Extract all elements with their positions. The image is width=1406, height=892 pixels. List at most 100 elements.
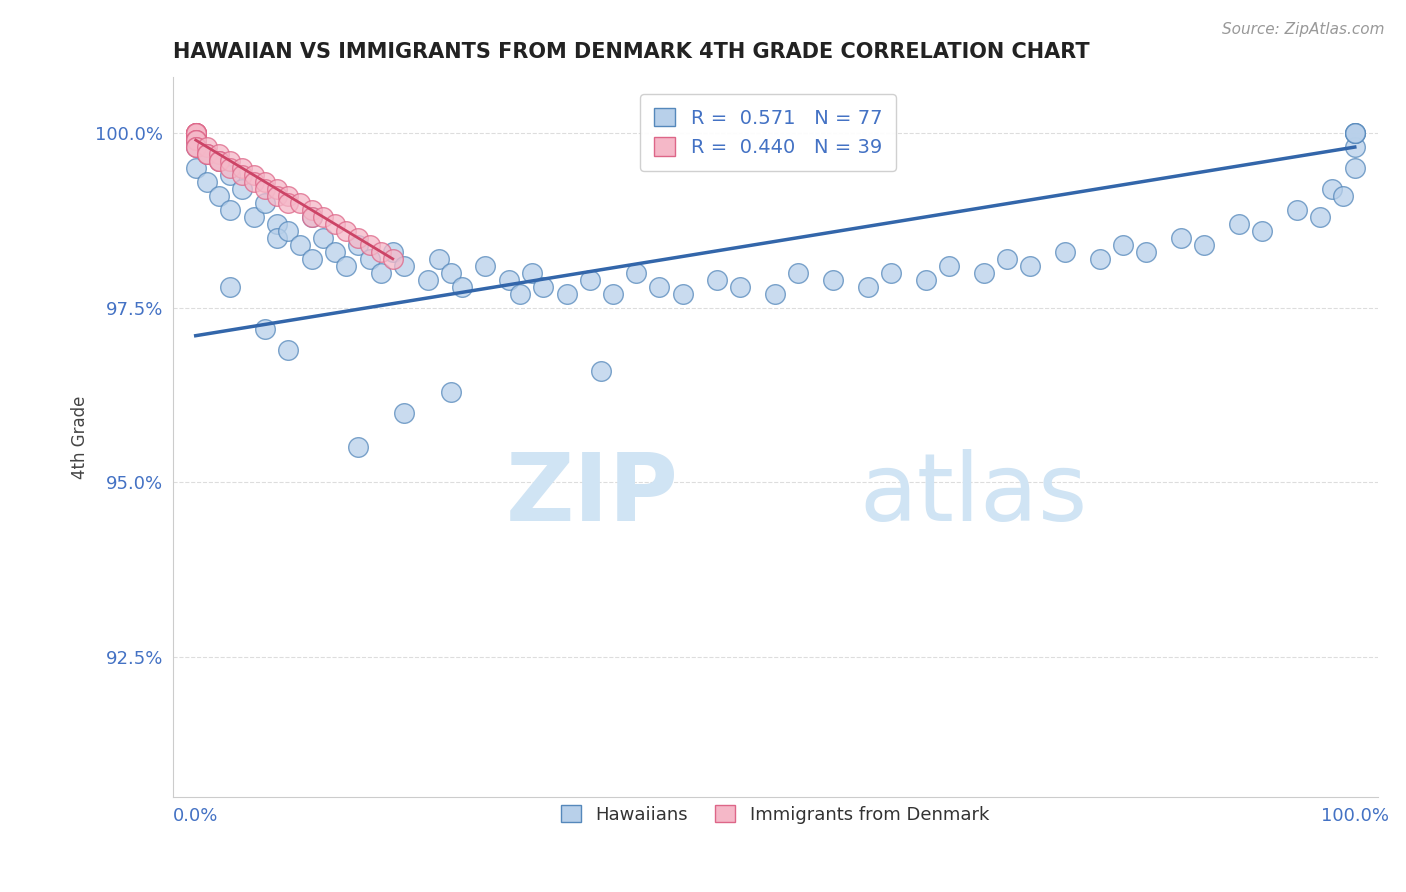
Point: [1344, 126, 1367, 140]
Point: [288, 196, 311, 211]
Point: [254, 182, 277, 196]
Point: [555, 286, 578, 301]
Point: [184, 140, 207, 154]
Point: [1112, 238, 1135, 252]
Point: [1227, 217, 1250, 231]
Point: [880, 266, 903, 280]
Point: [208, 154, 231, 169]
Point: [208, 147, 231, 161]
Point: [184, 140, 207, 154]
Point: [730, 280, 752, 294]
Point: [242, 175, 264, 189]
Point: [254, 196, 277, 211]
Point: [394, 259, 416, 273]
Legend: Hawaiians, Immigrants from Denmark: Hawaiians, Immigrants from Denmark: [551, 794, 1000, 835]
Point: [184, 126, 207, 140]
Point: [520, 266, 543, 280]
Point: [1320, 182, 1343, 196]
Point: [219, 280, 242, 294]
Point: [474, 259, 496, 273]
Point: [184, 126, 207, 140]
Point: [973, 266, 995, 280]
Point: [763, 286, 786, 301]
Point: [1170, 231, 1192, 245]
Point: [184, 133, 207, 147]
Point: [323, 244, 346, 259]
Text: Source: ZipAtlas.com: Source: ZipAtlas.com: [1222, 22, 1385, 37]
Point: [1088, 252, 1111, 266]
Point: [184, 126, 207, 140]
Point: [266, 231, 288, 245]
Point: [624, 266, 647, 280]
Point: [277, 189, 299, 203]
Point: [671, 286, 693, 301]
Point: [219, 154, 242, 169]
Point: [184, 133, 207, 147]
Point: [394, 405, 416, 419]
Point: [602, 286, 624, 301]
Point: [242, 168, 264, 182]
Point: [706, 273, 728, 287]
Point: [1309, 210, 1331, 224]
Point: [242, 210, 264, 224]
Text: atlas: atlas: [859, 449, 1088, 541]
Point: [1053, 244, 1076, 259]
Point: [370, 266, 392, 280]
Point: [440, 384, 463, 399]
Point: [231, 168, 253, 182]
Point: [208, 154, 231, 169]
Point: [1344, 140, 1367, 154]
Point: [312, 231, 335, 245]
Point: [231, 161, 253, 175]
Point: [219, 168, 242, 182]
Point: [219, 202, 242, 217]
Point: [1019, 259, 1042, 273]
Point: [266, 217, 288, 231]
Point: [335, 259, 357, 273]
Point: [301, 210, 323, 224]
Point: [648, 280, 671, 294]
Point: [533, 280, 555, 294]
Point: [498, 273, 520, 287]
Text: ZIP: ZIP: [506, 449, 679, 541]
Point: [184, 133, 207, 147]
Point: [1192, 238, 1215, 252]
Point: [427, 252, 450, 266]
Point: [277, 343, 299, 357]
Point: [184, 126, 207, 140]
Point: [288, 238, 311, 252]
Point: [856, 280, 879, 294]
Point: [184, 161, 207, 175]
Point: [381, 252, 404, 266]
Point: [370, 244, 392, 259]
Point: [184, 133, 207, 147]
Point: [254, 322, 277, 336]
Point: [301, 252, 323, 266]
Point: [591, 363, 613, 377]
Point: [1344, 126, 1367, 140]
Point: [277, 196, 299, 211]
Point: [995, 252, 1018, 266]
Point: [335, 224, 357, 238]
Point: [347, 441, 370, 455]
Point: [219, 161, 242, 175]
Point: [915, 273, 938, 287]
Point: [208, 189, 231, 203]
Point: [1344, 161, 1367, 175]
Point: [347, 238, 370, 252]
Point: [195, 147, 218, 161]
Point: [1285, 202, 1308, 217]
Point: [184, 126, 207, 140]
Point: [1135, 244, 1157, 259]
Point: [1251, 224, 1274, 238]
Text: HAWAIIAN VS IMMIGRANTS FROM DENMARK 4TH GRADE CORRELATION CHART: HAWAIIAN VS IMMIGRANTS FROM DENMARK 4TH …: [173, 42, 1090, 62]
Point: [347, 231, 370, 245]
Point: [301, 202, 323, 217]
Point: [359, 252, 381, 266]
Point: [323, 217, 346, 231]
Point: [1344, 126, 1367, 140]
Y-axis label: 4th Grade: 4th Grade: [72, 395, 89, 479]
Point: [312, 210, 335, 224]
Point: [184, 126, 207, 140]
Point: [416, 273, 439, 287]
